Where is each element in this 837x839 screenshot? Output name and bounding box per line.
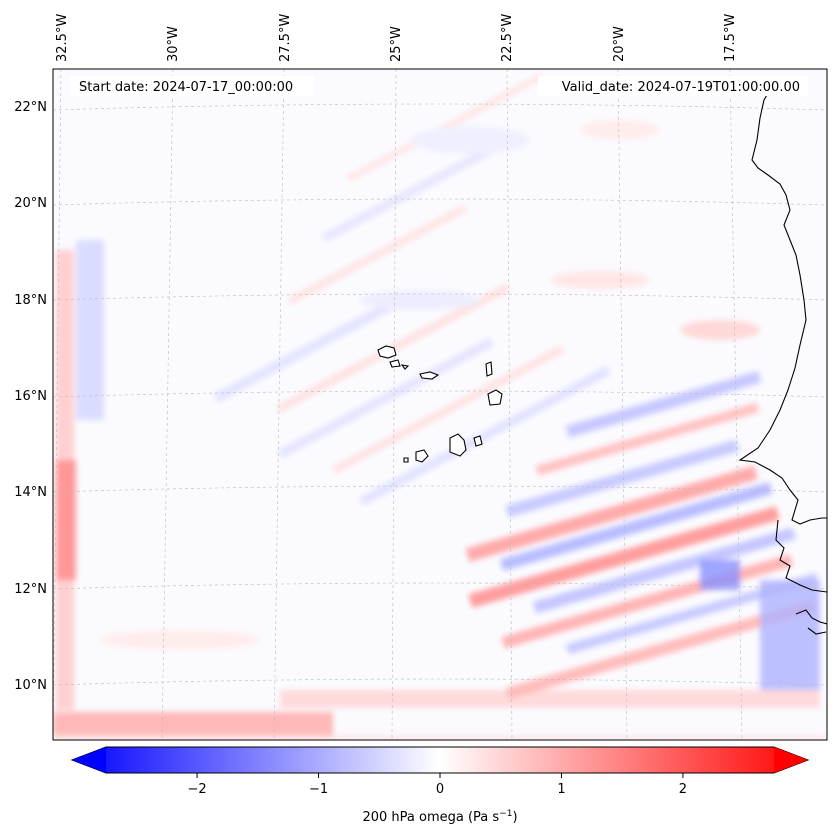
colorbar-bar xyxy=(70,746,810,774)
start-date-box xyxy=(70,76,314,96)
map-panel xyxy=(53,69,827,740)
colorbar-tick-label: −1 xyxy=(309,782,328,797)
colorbar-low-extend xyxy=(72,747,106,773)
lat-label-18n: 18°N xyxy=(14,293,47,308)
valid-date-label: Valid_date: 2024-07-19T01:00:00.00 xyxy=(562,80,800,95)
graticule xyxy=(53,69,827,740)
valid-date-box xyxy=(538,76,808,96)
colorbar-tick-label: 2 xyxy=(679,782,687,797)
omega-field xyxy=(53,72,827,740)
start-date-label: Start date: 2024-07-17_00:00:00 xyxy=(79,80,293,95)
map-frame xyxy=(52,68,828,741)
colorbar-ticks: −2 −1 0 1 2 xyxy=(188,773,687,797)
lat-label-12n: 12°N xyxy=(14,582,47,597)
colorbar-high-extend xyxy=(774,747,808,773)
coastline xyxy=(738,89,827,635)
colorbar-label: 200 hPa omega (Pa s−1) xyxy=(362,809,517,825)
lon-label-22-5w: 22.5°W xyxy=(500,14,515,62)
lon-label-25w: 25°W xyxy=(389,26,404,62)
lat-label-20n: 20°N xyxy=(14,196,47,211)
cape-verde-islands xyxy=(377,345,503,463)
colorbar: −2 −1 0 1 2 200 hPa omega (Pa s−1) xyxy=(70,746,810,825)
lon-label-32-5w: 32.5°W xyxy=(55,14,70,62)
lon-label-30w: 30°W xyxy=(166,26,181,62)
lon-label-20w: 20°W xyxy=(612,26,627,62)
lat-label-22n: 22°N xyxy=(14,100,47,115)
lon-label-17-5w: 17.5°W xyxy=(723,14,738,62)
lat-label-10n: 10°N xyxy=(14,678,47,693)
colorbar-tick-label: 0 xyxy=(436,782,444,797)
colorbar-tick-label: 1 xyxy=(557,782,565,797)
lat-label-14n: 14°N xyxy=(14,485,47,500)
lat-label-16n: 16°N xyxy=(14,389,47,404)
colorbar-tick-label: −2 xyxy=(188,782,207,797)
lon-label-27-5w: 27.5°W xyxy=(278,14,293,62)
